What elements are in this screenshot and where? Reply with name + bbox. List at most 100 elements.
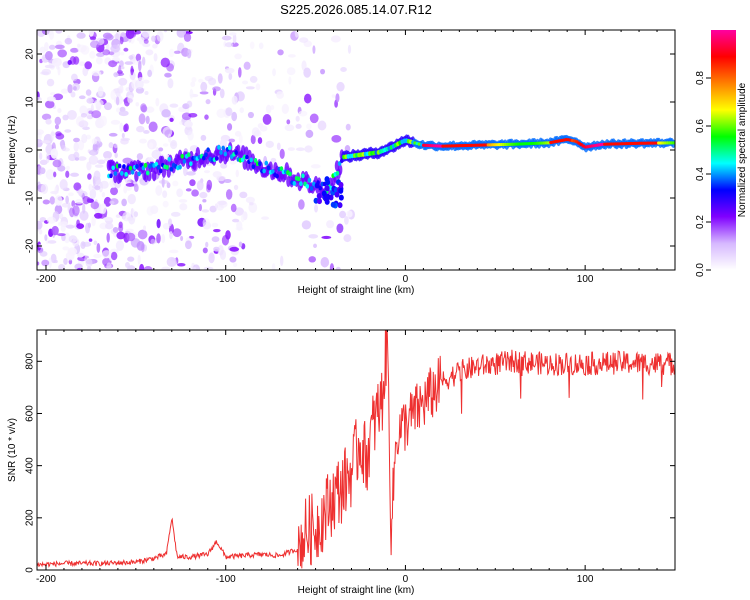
noise-speckle xyxy=(55,30,63,34)
track-core xyxy=(219,150,223,155)
noise-speckle xyxy=(158,147,164,152)
noise-speckle xyxy=(110,251,118,261)
track-tail xyxy=(314,182,320,189)
track-halo xyxy=(240,145,246,157)
track-core xyxy=(120,171,124,176)
noise-speckle xyxy=(295,147,305,152)
noise-speckle xyxy=(153,53,158,62)
noise-speckle xyxy=(238,67,242,78)
noise-speckle xyxy=(95,56,103,65)
noise-speckle xyxy=(298,199,305,210)
noise-speckle xyxy=(88,238,93,242)
noise-speckle xyxy=(121,198,127,207)
y-tick-label: 0 xyxy=(25,147,36,153)
noise-speckle xyxy=(136,125,145,133)
noise-speckle xyxy=(191,76,197,83)
noise-speckle xyxy=(74,157,80,161)
noise-speckle xyxy=(170,211,181,217)
noise-speckle xyxy=(59,179,68,190)
noise-speckle xyxy=(54,44,65,50)
noise-speckle xyxy=(270,157,277,163)
noise-speckle xyxy=(281,103,289,115)
noise-speckle xyxy=(169,249,179,254)
track-core xyxy=(672,141,675,145)
noise-speckle xyxy=(115,214,121,218)
track-core xyxy=(135,164,139,169)
noise-speckle xyxy=(118,221,123,229)
noise-speckle xyxy=(126,265,136,270)
track-core xyxy=(223,151,228,157)
noise-speckle xyxy=(169,139,178,150)
noise-speckle xyxy=(205,241,209,248)
track-core xyxy=(169,166,174,172)
noise-speckle xyxy=(58,264,66,270)
noise-speckle xyxy=(125,30,135,40)
noise-speckle xyxy=(91,215,96,227)
noise-speckle xyxy=(234,53,242,60)
noise-speckle xyxy=(150,238,156,245)
noise-speckle xyxy=(91,110,102,119)
noise-speckle xyxy=(229,256,237,263)
noise-speckle xyxy=(249,75,258,83)
noise-speckle xyxy=(238,134,243,144)
noise-speckle xyxy=(110,187,118,196)
noise-speckle xyxy=(243,61,251,70)
noise-speckle xyxy=(156,218,161,229)
track-core xyxy=(124,171,128,177)
noise-speckle xyxy=(240,214,245,223)
noise-speckle xyxy=(62,246,70,251)
track-core xyxy=(165,165,169,170)
noise-speckle xyxy=(144,91,149,96)
noise-speckle xyxy=(94,99,104,107)
noise-speckle xyxy=(39,46,46,54)
noise-speckle xyxy=(50,190,59,195)
noise-speckle xyxy=(228,72,233,80)
track-tail xyxy=(324,194,330,201)
noise-speckle xyxy=(113,57,120,62)
track-core xyxy=(275,173,279,179)
noise-speckle xyxy=(102,32,113,39)
noise-speckle xyxy=(168,48,175,58)
noise-speckle xyxy=(191,189,199,197)
noise-speckle xyxy=(232,218,240,223)
noise-speckle xyxy=(142,225,147,231)
noise-speckle xyxy=(224,67,235,74)
noise-speckle xyxy=(64,37,73,45)
noise-speckle xyxy=(287,147,296,151)
track-core xyxy=(180,153,185,159)
noise-speckle xyxy=(45,118,52,125)
track-core xyxy=(122,164,126,169)
noise-speckle xyxy=(115,92,121,97)
noise-speckle xyxy=(60,88,69,94)
noise-speckle xyxy=(85,258,93,268)
noise-speckle xyxy=(202,247,208,254)
noise-speckle xyxy=(135,53,142,62)
noise-speckle xyxy=(106,262,112,270)
noise-speckle xyxy=(204,170,210,174)
noise-speckle xyxy=(52,159,62,168)
noise-speckle xyxy=(72,205,80,217)
noise-speckle xyxy=(217,73,223,84)
noise-speckle xyxy=(183,32,192,42)
noise-speckle xyxy=(41,68,52,76)
noise-speckle xyxy=(221,35,232,41)
noise-speckle xyxy=(110,248,119,254)
noise-speckle xyxy=(86,134,92,140)
noise-speckle xyxy=(126,232,136,242)
noise-speckle xyxy=(42,199,50,205)
noise-speckle xyxy=(121,66,125,70)
noise-speckle xyxy=(225,107,233,117)
noise-speckle xyxy=(84,61,92,70)
noise-speckle xyxy=(68,192,74,197)
noise-speckle xyxy=(114,152,118,159)
noise-speckle xyxy=(118,77,128,86)
noise-speckle xyxy=(145,106,155,113)
noise-speckle xyxy=(82,203,86,214)
noise-speckle xyxy=(75,199,84,204)
x-tick-label: -200 xyxy=(36,274,56,285)
noise-speckle xyxy=(97,159,106,165)
noise-speckle xyxy=(77,156,87,161)
noise-speckle xyxy=(89,188,97,200)
noise-speckle xyxy=(87,222,92,229)
